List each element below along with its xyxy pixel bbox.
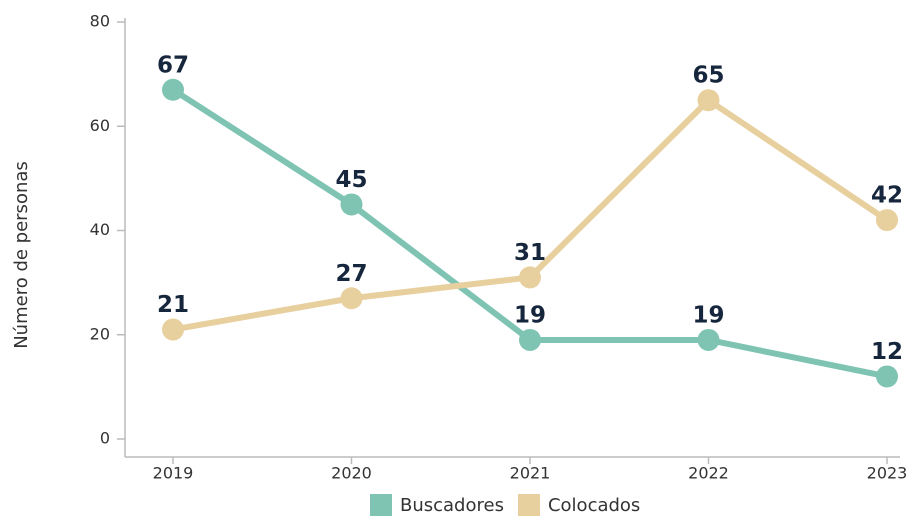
value-label: 65	[692, 63, 724, 89]
point	[697, 89, 720, 112]
point	[697, 328, 720, 351]
value-label: 31	[514, 240, 546, 266]
value-label: 21	[157, 292, 189, 318]
value-label: 19	[692, 302, 724, 328]
value-label: 45	[335, 167, 367, 193]
value-label: 67	[157, 52, 189, 78]
point	[519, 328, 541, 351]
legend-swatch	[517, 494, 540, 516]
y-tick-label: 80	[90, 12, 110, 31]
y-tick-label: 60	[90, 116, 110, 135]
point	[876, 365, 898, 388]
y-tick-label: 0	[100, 429, 110, 448]
value-label: 27	[335, 261, 367, 287]
value-label: 19	[514, 302, 546, 328]
y-axis-label: Número de personas	[11, 161, 32, 349]
x-tick-label: 2020	[331, 464, 372, 483]
y-tick-label: 20	[90, 324, 110, 343]
x-tick-label: 2022	[688, 464, 729, 483]
x-tick-label: 2021	[510, 464, 551, 483]
x-tick-label: 2019	[153, 464, 194, 483]
y-tick-label: 40	[90, 220, 110, 239]
series-line	[172, 97, 889, 333]
point	[162, 78, 184, 101]
point	[876, 209, 898, 232]
value-label: 12	[871, 339, 903, 365]
x-tick-label: 2023	[867, 464, 908, 483]
value-label: 42	[871, 183, 903, 209]
point	[340, 287, 363, 310]
legend-label: Colocados	[548, 495, 640, 516]
legend-label: Buscadores	[400, 495, 504, 516]
point	[340, 193, 363, 216]
point	[519, 266, 541, 289]
legend-swatch	[370, 494, 392, 516]
point	[162, 318, 184, 341]
